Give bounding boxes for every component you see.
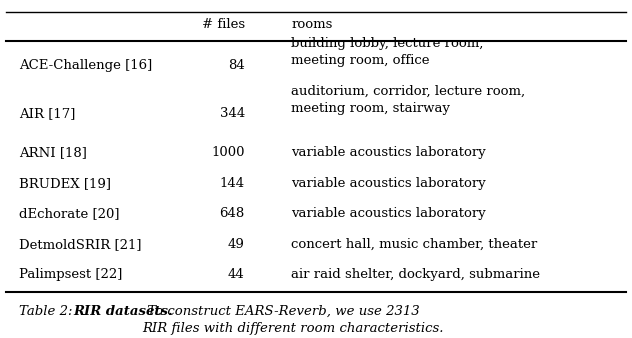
Text: 44: 44 [228,268,245,281]
Text: BRUDEX [19]: BRUDEX [19] [19,177,111,190]
Text: building lobby, lecture room,
meeting room, office: building lobby, lecture room, meeting ro… [291,37,483,67]
Text: 344: 344 [219,107,245,120]
Text: Palimpsest [22]: Palimpsest [22] [19,268,122,281]
Text: To construct EARS-Reverb, we use 2313
RIR files with different room characterist: To construct EARS-Reverb, we use 2313 RI… [143,305,444,335]
Text: auditorium, corridor, lecture room,
meeting room, stairway: auditorium, corridor, lecture room, meet… [291,85,525,115]
Text: # files: # files [202,18,245,31]
Text: variable acoustics laboratory: variable acoustics laboratory [291,207,486,220]
Text: 49: 49 [228,238,245,251]
Text: variable acoustics laboratory: variable acoustics laboratory [291,146,486,159]
Text: RIR datasets.: RIR datasets. [73,305,173,318]
Text: air raid shelter, dockyard, submarine: air raid shelter, dockyard, submarine [291,268,540,281]
Text: ARNI [18]: ARNI [18] [19,146,87,159]
Text: dEchorate [20]: dEchorate [20] [19,207,119,220]
Text: 648: 648 [219,207,245,220]
Text: rooms: rooms [291,18,332,31]
Text: AIR [17]: AIR [17] [19,107,75,120]
Text: 84: 84 [228,59,245,72]
Text: ACE-Challenge [16]: ACE-Challenge [16] [19,59,152,72]
Text: concert hall, music chamber, theater: concert hall, music chamber, theater [291,238,537,251]
Text: Table 2:: Table 2: [19,305,76,318]
Text: variable acoustics laboratory: variable acoustics laboratory [291,177,486,190]
Text: 144: 144 [220,177,245,190]
Text: 1000: 1000 [211,146,245,159]
Text: DetmoldSRIR [21]: DetmoldSRIR [21] [19,238,141,251]
